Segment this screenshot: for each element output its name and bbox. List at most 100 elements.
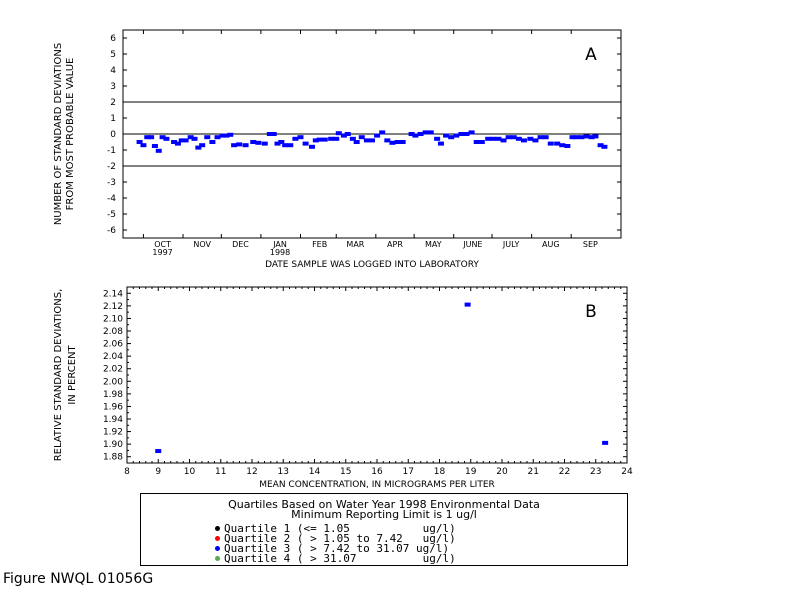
data-point (458, 132, 465, 136)
x-tick-label: OCT (154, 240, 171, 249)
data-point (274, 141, 281, 146)
panel-b-data-points (155, 302, 609, 454)
legend-item-label: Quartile 4 ( > 31.07 ug/l) (224, 552, 456, 565)
y-tick-label: -1 (107, 146, 116, 156)
legend-dot-icon (215, 526, 220, 531)
legend-item-quartile-3: Quartile 3 ( > 7.42 to 31.07 ug/l) (215, 543, 449, 554)
data-point (559, 143, 566, 148)
x-tick-label: 18 (434, 467, 446, 477)
data-point (573, 135, 580, 140)
data-point (292, 136, 299, 141)
data-point (219, 133, 226, 138)
data-point (399, 140, 406, 144)
data-point (532, 138, 539, 143)
panel-a-x-axis-label: DATE SAMPLE WAS LOGGED INTO LABORATORY (265, 260, 479, 270)
data-point (547, 141, 554, 146)
data-point (464, 302, 471, 307)
data-point (358, 135, 365, 140)
data-point (363, 138, 370, 143)
data-point (312, 138, 319, 143)
data-point (144, 135, 151, 140)
y-tick-label: -6 (107, 226, 116, 236)
legend-title-line2: Minimum Reporting Limit is 1 ug/l (291, 508, 477, 521)
data-point (422, 130, 429, 135)
x-tick-label: NOV (193, 240, 211, 249)
data-point (434, 136, 441, 141)
legend-item-quartile-1: Quartile 1 (<= 1.05 ug/l) (215, 522, 456, 535)
data-point (204, 135, 211, 140)
panel-a-reference-lines (123, 101, 621, 167)
data-point (140, 143, 147, 148)
x-tick-label: 14 (309, 467, 321, 477)
legend-item-quartile-2: Quartile 2 ( > 1.05 to 7.42 ug/l) (215, 532, 456, 545)
y-tick-label: 2 (110, 98, 116, 108)
x-tick-label: 11 (215, 467, 226, 477)
x-tick-label: 23 (590, 467, 601, 477)
y-tick-label: 5 (110, 50, 116, 60)
y-tick-label: 2.12 (103, 302, 123, 312)
data-point (453, 133, 460, 138)
data-point (266, 132, 273, 136)
legend: Quartiles Based on Water Year 1998 Envir… (140, 493, 628, 566)
y-tick-label: 6 (110, 34, 116, 44)
data-point (384, 138, 391, 143)
x-tick-label: 15 (340, 467, 351, 477)
data-point (379, 130, 386, 135)
y-tick-label: -2 (107, 162, 116, 172)
panel-b-label: B (585, 302, 597, 322)
data-point (171, 140, 178, 144)
y-tick-label: 1.94 (103, 415, 123, 425)
data-point (278, 140, 285, 144)
x-tick-label: APR (387, 240, 403, 249)
data-point (374, 133, 381, 138)
data-point (214, 135, 221, 140)
data-point (333, 136, 340, 141)
y-tick-label: 1 (110, 114, 116, 124)
legend-item-label: Quartile 1 (<= 1.05 ug/l) (224, 522, 456, 535)
data-point (542, 135, 549, 140)
data-point (270, 132, 277, 136)
data-point (408, 132, 415, 136)
y-tick-label: -5 (107, 210, 116, 220)
data-point (302, 141, 309, 146)
data-point (227, 132, 234, 137)
panel-a-data-points (136, 130, 608, 153)
data-point (308, 144, 315, 149)
data-point (148, 135, 155, 140)
data-point (223, 133, 230, 138)
data-point (316, 137, 323, 142)
y-tick-label: 2.00 (103, 377, 123, 387)
x-tick-label: 19 (465, 467, 477, 477)
data-point (151, 144, 158, 148)
x-tick-label: FEB (312, 240, 327, 249)
panel-a-y-axis: 6 5 4 3 2 1 0 -1 -2 -3 -4 -5 -6 (107, 34, 621, 236)
data-point (389, 140, 396, 145)
data-point (427, 130, 434, 135)
x-tick-label: 22 (559, 467, 570, 477)
data-point (155, 449, 162, 454)
y-tick-label: 4 (110, 66, 116, 76)
y-tick-label: 1.98 (103, 390, 123, 400)
data-point (209, 140, 216, 144)
legend-item-label: Quartile 2 ( > 1.05 to 7.42 ug/l) (224, 532, 456, 545)
legend-dot-icon (215, 556, 220, 561)
y-tick-label: 1.88 (103, 453, 123, 463)
y-tick-label: 2.08 (103, 327, 123, 337)
data-point (261, 141, 268, 146)
data-point (601, 144, 608, 149)
x-tick-label: 17 (403, 467, 414, 477)
data-point (495, 136, 502, 141)
data-point (569, 135, 576, 140)
panel-b-y-axis-label-line2: IN PERCENT (67, 344, 78, 404)
x-tick-label: 21 (528, 467, 539, 477)
data-point (412, 133, 419, 138)
y-tick-label: -4 (107, 194, 116, 204)
x-tick-label: SEP (583, 240, 598, 249)
data-point (199, 143, 206, 148)
data-point (182, 138, 189, 143)
x-tick-sublabel: 1998 (270, 248, 290, 257)
data-point (463, 132, 470, 136)
data-point (588, 135, 595, 140)
